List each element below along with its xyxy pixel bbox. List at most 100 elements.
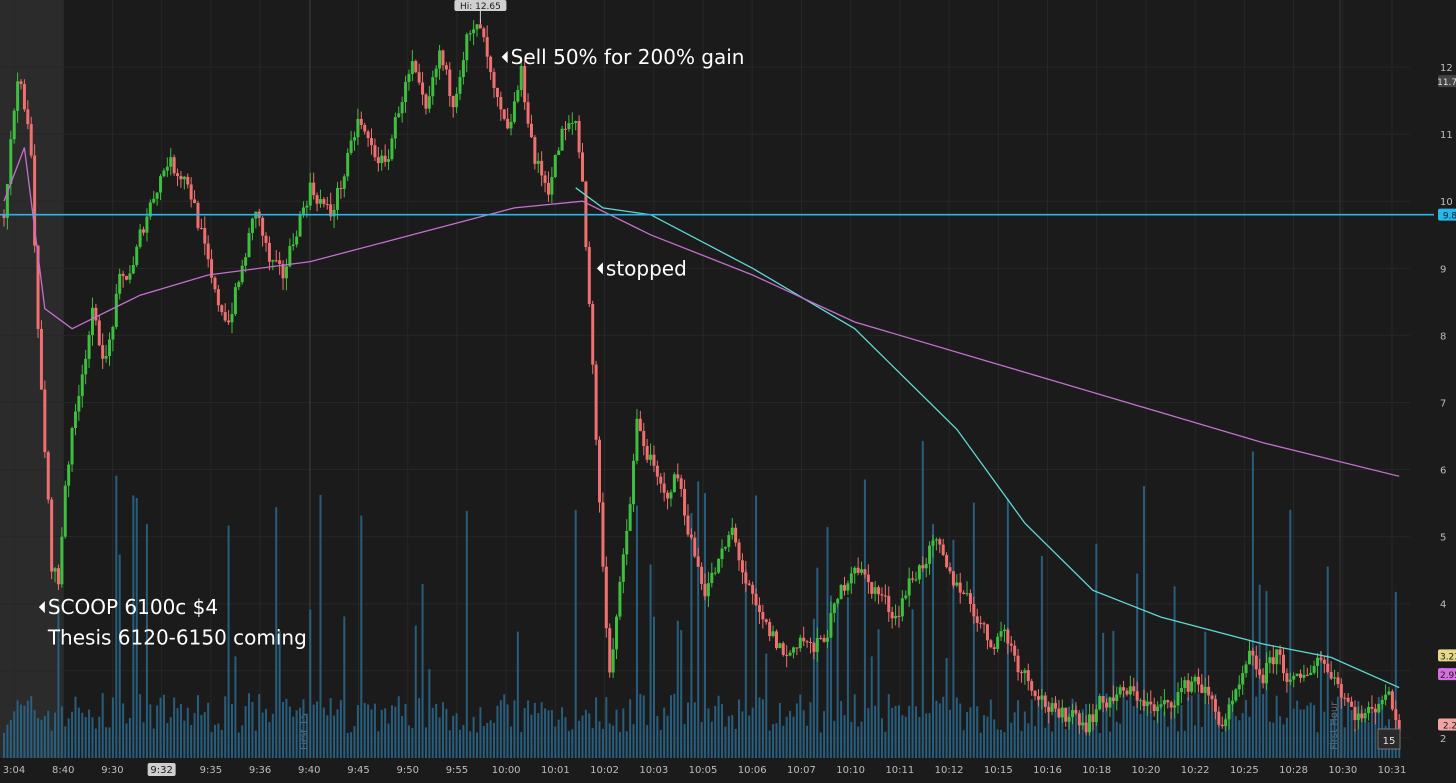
x-tick-label: 10:03 bbox=[639, 765, 668, 776]
volume-bar bbox=[1194, 725, 1197, 758]
volume-bar bbox=[179, 703, 182, 758]
candle-body bbox=[318, 199, 322, 204]
volume-bar bbox=[1088, 727, 1091, 758]
x-tick-label: 9:45 bbox=[347, 765, 369, 776]
candle-body bbox=[955, 582, 959, 586]
volume-bar bbox=[666, 715, 669, 758]
volume-bar bbox=[530, 714, 533, 758]
volume-bar bbox=[33, 709, 36, 758]
volume-bar bbox=[1299, 709, 1302, 758]
candle-body bbox=[1105, 702, 1109, 708]
candle-body bbox=[877, 587, 881, 595]
volume-bar bbox=[1030, 699, 1033, 758]
volume-bar bbox=[288, 706, 291, 758]
candle-body bbox=[332, 209, 336, 217]
candle-body bbox=[1390, 691, 1394, 710]
volume-bar bbox=[176, 708, 179, 758]
volume-bar bbox=[339, 700, 342, 758]
volume-bar bbox=[370, 709, 373, 758]
volume-bar bbox=[700, 721, 703, 758]
volume-bar bbox=[37, 718, 40, 758]
volume-bar bbox=[1013, 712, 1016, 758]
candle-body bbox=[1088, 714, 1092, 733]
volume-bar bbox=[772, 724, 775, 758]
candle-body bbox=[951, 571, 955, 586]
volume-bar bbox=[271, 713, 274, 758]
volume-bar bbox=[1211, 711, 1214, 758]
volume-bar bbox=[601, 728, 604, 758]
volume-bar bbox=[652, 616, 655, 758]
candle-body bbox=[458, 77, 462, 94]
candle-body bbox=[676, 474, 680, 479]
volume-bar bbox=[1350, 710, 1353, 758]
volume-bar bbox=[261, 712, 264, 758]
candle-body bbox=[53, 568, 57, 572]
volume-bar bbox=[516, 631, 519, 758]
volume-bar bbox=[428, 669, 431, 758]
candle-body bbox=[213, 277, 217, 290]
candle-body bbox=[1047, 706, 1051, 712]
volume-bar bbox=[1268, 721, 1271, 758]
volume-bar bbox=[1347, 701, 1350, 758]
volume-bar bbox=[54, 712, 57, 758]
candle-body bbox=[155, 192, 159, 199]
volume-bar bbox=[755, 495, 758, 758]
candle-body bbox=[1281, 654, 1285, 674]
volume-bar bbox=[1343, 727, 1346, 758]
candle-body bbox=[278, 260, 282, 264]
candle-body bbox=[1295, 673, 1299, 676]
volume-bar bbox=[64, 726, 67, 758]
candle-body bbox=[710, 572, 714, 584]
candle-body bbox=[172, 157, 176, 174]
candle-body bbox=[203, 227, 207, 244]
candle-body bbox=[281, 263, 285, 279]
volume-bar bbox=[1163, 711, 1166, 758]
candle-body bbox=[1360, 713, 1364, 719]
candle-body bbox=[1207, 686, 1211, 696]
volume-bar bbox=[1037, 696, 1040, 758]
volume-bar bbox=[1040, 555, 1043, 758]
candle-body bbox=[1319, 657, 1323, 660]
volume-bar bbox=[527, 700, 530, 758]
candle-body bbox=[567, 123, 571, 130]
candle-body bbox=[346, 152, 350, 177]
volume-bar bbox=[983, 715, 986, 758]
candle-body bbox=[451, 96, 455, 108]
volume-bar bbox=[322, 707, 325, 758]
candle-body bbox=[12, 110, 16, 140]
volume-bar bbox=[506, 704, 509, 758]
volume-bar bbox=[1248, 716, 1251, 758]
volume-bar bbox=[1098, 732, 1101, 758]
candle-body bbox=[97, 320, 101, 346]
candle-body bbox=[1220, 724, 1224, 727]
candle-body bbox=[604, 566, 608, 629]
volume-bar bbox=[326, 715, 329, 758]
candle-body bbox=[788, 652, 792, 656]
candle-body bbox=[199, 227, 203, 229]
candle-body bbox=[808, 641, 812, 643]
candle-body bbox=[853, 567, 857, 574]
candle-body bbox=[962, 592, 966, 594]
volume-bar bbox=[152, 728, 155, 758]
candle-body bbox=[1074, 710, 1078, 714]
candle-body bbox=[570, 122, 574, 124]
candle-body bbox=[162, 170, 166, 177]
volume-bar bbox=[1108, 731, 1111, 758]
volume-bar bbox=[149, 704, 152, 758]
volume-bar bbox=[1316, 732, 1319, 758]
volume-bar bbox=[584, 709, 587, 758]
volume-bar bbox=[806, 725, 809, 758]
candle-body bbox=[948, 567, 952, 572]
candle-body bbox=[829, 613, 833, 638]
candle-body bbox=[512, 101, 516, 122]
candle-body bbox=[26, 109, 30, 125]
volume-bar bbox=[258, 694, 261, 758]
volume-bar bbox=[418, 698, 421, 758]
volume-bar bbox=[642, 695, 645, 758]
volume-bar bbox=[738, 699, 741, 758]
volume-bar bbox=[302, 699, 305, 758]
candle-body bbox=[227, 320, 231, 323]
x-tick-label: 9:36 bbox=[249, 765, 271, 776]
volume-bar bbox=[829, 595, 832, 758]
